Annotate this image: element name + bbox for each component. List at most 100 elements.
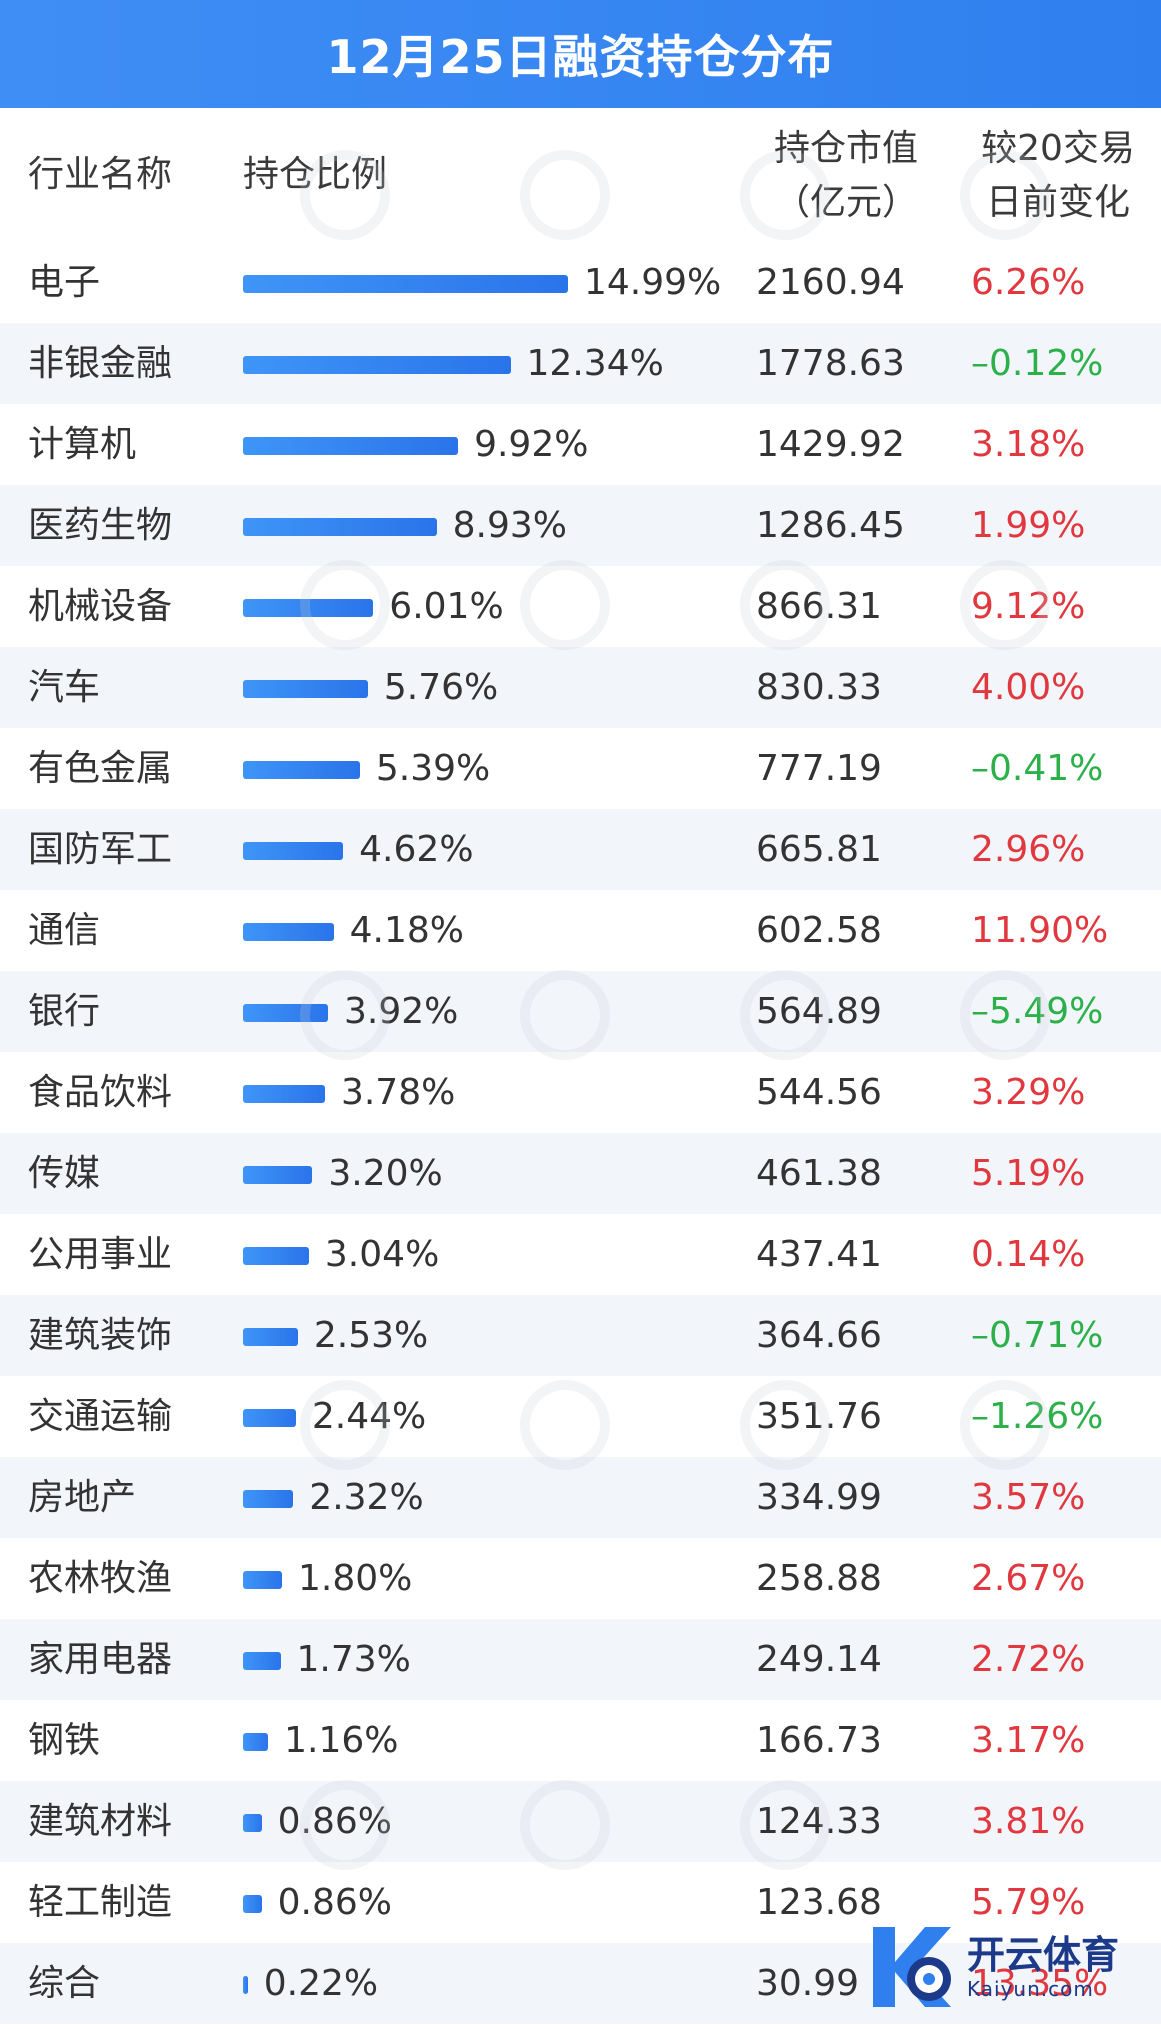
chart-title: 12月25日融资持仓分布: [326, 30, 835, 84]
ratio-bar: [243, 1166, 313, 1184]
holding-value: 249.14: [756, 1639, 882, 1680]
ratio-label: 14.99%: [584, 262, 722, 303]
change-value: 0.14%: [971, 1234, 1086, 1275]
table-row: 钢铁 1.16% 166.73 3.17%: [0, 1700, 1161, 1781]
ratio-bar: [243, 518, 437, 536]
holding-value: 1286.45: [756, 505, 905, 546]
brand-logo-en: Kaiyun.com: [967, 1977, 1094, 2001]
brand-logo-text: 开云体育 Kaiyun.com: [967, 1933, 1119, 2001]
brand-logo: 开云体育 Kaiyun.com: [863, 1917, 1153, 2017]
ratio-label: 8.93%: [452, 505, 567, 546]
holding-value: 364.66: [756, 1315, 882, 1356]
industry-name: 医药生物: [28, 505, 173, 546]
change-value: 11.90%: [971, 910, 1109, 951]
brand-logo-icon: [863, 1917, 963, 2017]
ratio-label: 0.86%: [277, 1882, 393, 1923]
change-value: 5.79%: [971, 1882, 1086, 1923]
change-value: 2.67%: [971, 1558, 1086, 1599]
ratio-label: 9.92%: [474, 424, 589, 465]
ratio-bar: [243, 1652, 281, 1670]
table-row: 建筑装饰 2.53% 364.66 –0.71%: [0, 1295, 1161, 1376]
ratio-label: 5.76%: [383, 667, 499, 708]
change-value: 3.29%: [971, 1072, 1086, 1113]
holding-value: 461.38: [756, 1153, 882, 1194]
watermark-icon: [740, 970, 830, 1060]
industry-name: 建筑材料: [28, 1801, 173, 1842]
industry-name: 农林牧渔: [28, 1558, 173, 1599]
watermark-icon: [520, 560, 610, 650]
ratio-label: 1.73%: [296, 1639, 411, 1680]
change-value: 2.72%: [971, 1639, 1086, 1680]
ratio-bar: [243, 437, 459, 455]
industry-name: 非银金融: [28, 343, 173, 384]
change-value: 6.26%: [971, 262, 1086, 303]
holding-value: 123.68: [756, 1882, 882, 1923]
change-value: –0.71%: [971, 1315, 1104, 1356]
table-row: 医药生物 8.93% 1286.45 1.99%: [0, 485, 1161, 566]
table-row: 家用电器 1.73% 249.14 2.72%: [0, 1619, 1161, 1700]
industry-name: 电子: [28, 262, 101, 303]
ratio-bar: [243, 923, 334, 941]
table-row: 国防军工 4.62% 665.81 2.96%: [0, 809, 1161, 890]
table-body: 电子 14.99% 2160.94 6.26% 非银金融 12.34% 1778.63 –0.…: [0, 242, 1161, 2024]
table-row: 非银金融 12.34% 1778.63 –0.12%: [0, 323, 1161, 404]
brand-logo-cn: 开云体育: [967, 1933, 1120, 1977]
holding-value: 830.33: [756, 667, 882, 708]
industry-name: 传媒: [28, 1153, 101, 1194]
holding-value: 665.81: [756, 829, 882, 870]
ratio-label: 3.20%: [328, 1153, 443, 1194]
ratio-label: 3.04%: [324, 1234, 440, 1275]
watermark-icon: [740, 1380, 830, 1470]
holding-value: 166.73: [756, 1720, 882, 1761]
table-row: 电子 14.99% 2160.94 6.26%: [0, 242, 1161, 323]
chart-header: 12月25日融资持仓分布: [0, 0, 1161, 108]
watermark-icon: [520, 1780, 610, 1870]
watermark-icon: [960, 150, 1050, 240]
ratio-label: 1.80%: [298, 1558, 413, 1599]
watermark-icon: [740, 560, 830, 650]
holding-value: 258.88: [756, 1558, 882, 1599]
change-value: –0.12%: [971, 343, 1104, 384]
table-row: 计算机 9.92% 1429.92 3.18%: [0, 404, 1161, 485]
table-row: 食品饮料 3.78% 544.56 3.29%: [0, 1052, 1161, 1133]
watermark-icon: [300, 150, 390, 240]
change-value: 3.81%: [971, 1801, 1086, 1842]
ratio-bar: [243, 761, 360, 779]
change-value: 1.99%: [971, 505, 1086, 546]
change-value: 3.18%: [971, 424, 1086, 465]
holding-value: 437.41: [756, 1234, 882, 1275]
watermark-icon: [300, 1380, 390, 1470]
industry-name: 综合: [28, 1963, 101, 2004]
change-value: 5.19%: [971, 1153, 1086, 1194]
column-header-industry: 行业名称: [28, 154, 173, 195]
watermark-icon: [960, 560, 1050, 650]
industry-name: 交通运输: [28, 1396, 173, 1437]
ratio-bar: [243, 1733, 269, 1751]
table-row: 公用事业 3.04% 437.41 0.14%: [0, 1214, 1161, 1295]
industry-name: 计算机: [28, 424, 137, 465]
industry-name: 有色金属: [28, 748, 173, 789]
ratio-bar: [243, 1571, 283, 1589]
watermark-icon: [740, 150, 830, 240]
ratio-bar: [243, 842, 344, 860]
change-value: 3.57%: [971, 1477, 1086, 1518]
ratio-bar: [243, 1247, 309, 1265]
holding-value: 2160.94: [756, 262, 905, 303]
industry-name: 钢铁: [28, 1720, 101, 1761]
holding-value: 1429.92: [756, 424, 905, 465]
industry-name: 公用事业: [28, 1234, 173, 1275]
table-row: 通信 4.18% 602.58 11.90%: [0, 890, 1161, 971]
table-row: 农林牧渔 1.80% 258.88 2.67%: [0, 1538, 1161, 1619]
watermark-icon: [300, 1780, 390, 1870]
watermark-icon: [960, 970, 1050, 1060]
holding-value: 334.99: [756, 1477, 882, 1518]
ratio-bar: [243, 1328, 298, 1346]
holding-value: 602.58: [756, 910, 882, 951]
ratio-bar: [243, 275, 568, 293]
ratio-label: 1.16%: [284, 1720, 399, 1761]
table-row: 综合 0.22% 30.99 13.35%: [0, 1943, 1161, 2024]
table-row: 汽车 5.76% 830.33 4.00%: [0, 647, 1161, 728]
change-value: 13.35%: [971, 1963, 1109, 2004]
change-value: 3.17%: [971, 1720, 1086, 1761]
table-row: 有色金属 5.39% 777.19 –0.41%: [0, 728, 1161, 809]
